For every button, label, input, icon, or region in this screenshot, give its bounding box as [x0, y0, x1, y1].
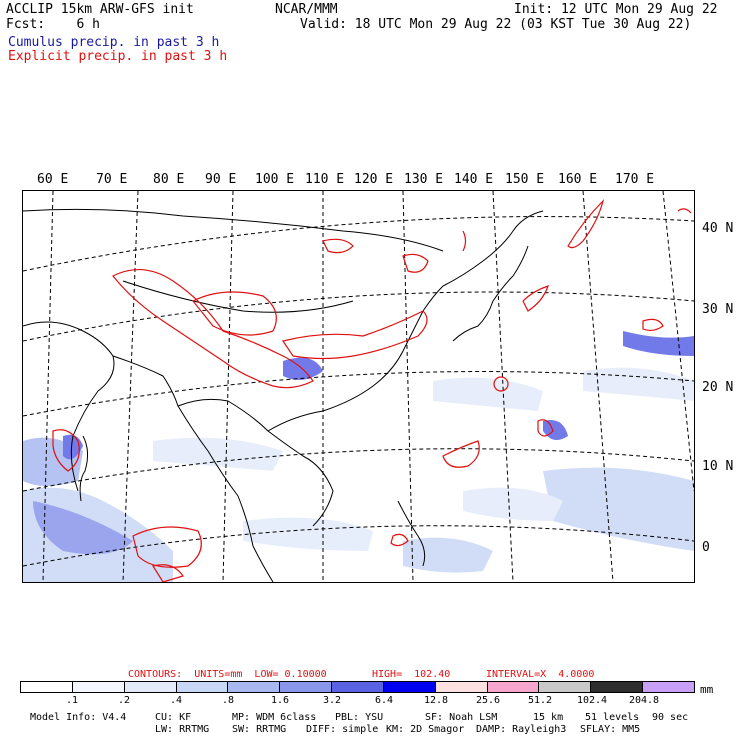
lon-label: 110 E	[305, 172, 345, 187]
lat-label: 0	[702, 540, 710, 555]
scale-swatch	[21, 682, 73, 692]
model-sflay: SFLAY: MM5	[580, 724, 641, 735]
scale-tick: .1	[65, 695, 79, 706]
center-label: NCAR/MMM	[275, 2, 338, 17]
model-mp: MP: WDM 6class	[232, 712, 317, 723]
scale-tick: .2	[117, 695, 131, 706]
graticule	[22, 190, 695, 583]
lon-label: 100 E	[255, 172, 295, 187]
model-diff: DIFF: simple	[306, 724, 379, 735]
lat-label: 20 N	[702, 380, 734, 395]
scale-swatch	[280, 682, 333, 692]
scale-tick: .8	[221, 695, 235, 706]
contours-label: CONTOURS: UNITS=mm LOW= 0.10000	[128, 669, 327, 680]
lon-label: 150 E	[505, 172, 545, 187]
title-left: ACCLIP 15km ARW-GFS init	[6, 2, 194, 17]
lon-label: 160 E	[558, 172, 598, 187]
scale-swatch	[72, 682, 125, 692]
lon-label: 140 E	[454, 172, 494, 187]
model-damp: DAMP: Rayleigh3	[476, 724, 567, 735]
model-sf: SF: Noah LSM	[425, 712, 498, 723]
scale-swatch	[176, 682, 229, 692]
scale-tick: 12.8	[423, 695, 449, 706]
model-km: KM: 2D Smagor	[386, 724, 465, 735]
cumulus-precip-field	[23, 331, 694, 582]
model-lw: LW: RRTMG	[155, 724, 210, 735]
explicit-precip-contours	[52, 199, 692, 583]
scale-tick: 25.6	[475, 695, 501, 706]
scale-swatch	[643, 682, 694, 692]
model-timestep: 90 sec	[652, 712, 689, 723]
scale-tick: 3.2	[322, 695, 342, 706]
scale-swatch	[383, 682, 436, 692]
scale-swatch	[487, 682, 540, 692]
scale-tick: 6.4	[374, 695, 394, 706]
scale-swatch	[539, 682, 592, 692]
scale-swatch	[591, 682, 644, 692]
model-sw: SW: RRTMG	[232, 724, 287, 735]
scale-units: mm	[700, 683, 714, 696]
scale-swatch	[124, 682, 177, 692]
lon-label: 170 E	[615, 172, 655, 187]
lon-label: 130 E	[404, 172, 444, 187]
model-levels: 51 levels	[585, 712, 640, 723]
scale-swatch	[435, 682, 488, 692]
scale-tick: 204.8	[628, 695, 660, 706]
lon-label: 120 E	[354, 172, 394, 187]
valid-time: Valid: 18 UTC Mon 29 Aug 22 (03 KST Tue …	[300, 17, 692, 32]
lon-label: 80 E	[153, 172, 185, 187]
model-resolution: 15 km	[533, 712, 564, 723]
map-canvas	[22, 190, 695, 583]
lon-label: 90 E	[205, 172, 237, 187]
color-scale-bar	[20, 681, 695, 693]
legend-cumulus: Cumulus precip. in past 3 h	[8, 35, 220, 50]
scale-swatch	[228, 682, 281, 692]
lat-label: 40 N	[702, 221, 734, 236]
precip-map	[22, 190, 695, 583]
scale-tick: 51.2	[527, 695, 553, 706]
coastlines	[22, 208, 544, 583]
model-pbl: PBL: YSU	[335, 712, 384, 723]
scale-swatch	[332, 682, 384, 692]
model-version: Model Info: V4.4	[30, 712, 127, 723]
lon-label: 70 E	[96, 172, 128, 187]
init-time: Init: 12 UTC Mon 29 Aug 22	[514, 2, 718, 17]
scale-tick: 102.4	[576, 695, 608, 706]
lat-label: 30 N	[702, 302, 734, 317]
scale-tick: .4	[169, 695, 183, 706]
contours-interval: INTERVAL=X 4.0000	[486, 669, 595, 680]
lon-label: 60 E	[37, 172, 69, 187]
forecast-hour: Fcst: 6 h	[6, 17, 100, 32]
scale-tick: 1.6	[270, 695, 290, 706]
legend-explicit: Explicit precip. in past 3 h	[8, 49, 228, 64]
lat-label: 10 N	[702, 459, 734, 474]
model-cu: CU: KF	[155, 712, 192, 723]
contours-high: HIGH= 102.40	[372, 669, 451, 680]
